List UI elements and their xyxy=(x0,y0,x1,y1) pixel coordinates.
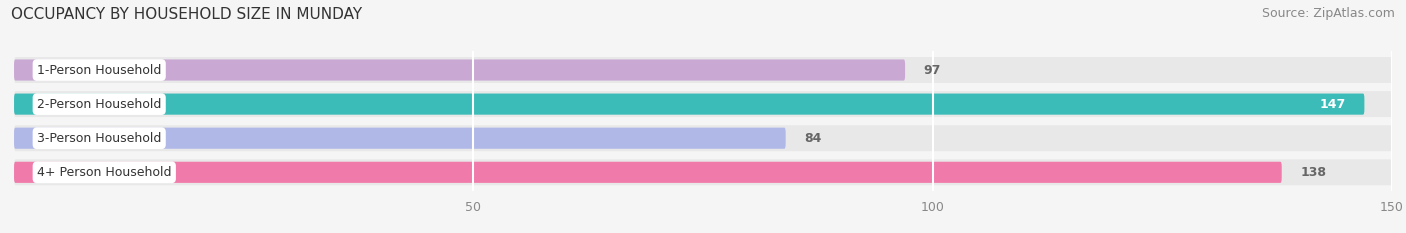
FancyBboxPatch shape xyxy=(14,128,786,149)
Text: 2-Person Household: 2-Person Household xyxy=(37,98,162,111)
FancyBboxPatch shape xyxy=(14,93,1364,115)
Text: 3-Person Household: 3-Person Household xyxy=(37,132,162,145)
Text: 138: 138 xyxy=(1301,166,1326,179)
FancyBboxPatch shape xyxy=(14,59,905,81)
FancyBboxPatch shape xyxy=(14,159,1392,185)
Text: 4+ Person Household: 4+ Person Household xyxy=(37,166,172,179)
FancyBboxPatch shape xyxy=(14,125,1392,151)
FancyBboxPatch shape xyxy=(14,162,1282,183)
Text: 84: 84 xyxy=(804,132,821,145)
Text: 97: 97 xyxy=(924,64,941,76)
Text: OCCUPANCY BY HOUSEHOLD SIZE IN MUNDAY: OCCUPANCY BY HOUSEHOLD SIZE IN MUNDAY xyxy=(11,7,363,22)
Text: Source: ZipAtlas.com: Source: ZipAtlas.com xyxy=(1261,7,1395,20)
Text: 147: 147 xyxy=(1320,98,1346,111)
Text: 1-Person Household: 1-Person Household xyxy=(37,64,162,76)
FancyBboxPatch shape xyxy=(14,91,1392,117)
FancyBboxPatch shape xyxy=(14,57,1392,83)
